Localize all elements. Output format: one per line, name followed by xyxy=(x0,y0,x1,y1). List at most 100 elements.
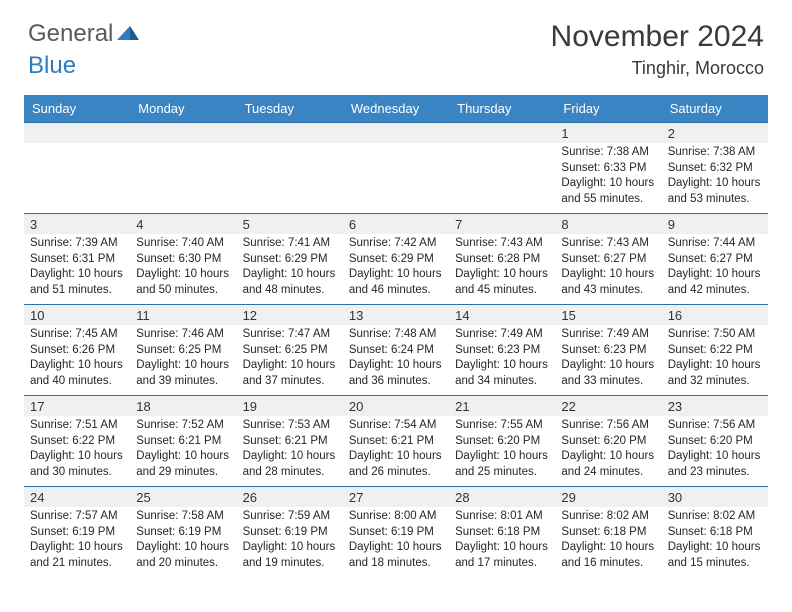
day-number: 18 xyxy=(130,396,236,416)
sunrise-text: Sunrise: 7:48 AM xyxy=(349,327,443,343)
day-cell-body: Sunrise: 7:40 AMSunset: 6:30 PMDaylight:… xyxy=(130,234,236,305)
weekday-header: Tuesday xyxy=(237,95,343,123)
sunset-text: Sunset: 6:30 PM xyxy=(136,252,230,268)
sunrise-text: Sunrise: 8:00 AM xyxy=(349,509,443,525)
sunset-text: Sunset: 6:32 PM xyxy=(668,161,762,177)
daylight-text: Daylight: 10 hours and 18 minutes. xyxy=(349,540,443,571)
sunrise-text: Sunrise: 7:43 AM xyxy=(561,236,655,252)
day-cell-body: Sunrise: 7:56 AMSunset: 6:20 PMDaylight:… xyxy=(662,416,768,487)
day-number: 27 xyxy=(343,487,449,507)
day-cell-body: Sunrise: 7:56 AMSunset: 6:20 PMDaylight:… xyxy=(555,416,661,487)
daylight-text: Daylight: 10 hours and 23 minutes. xyxy=(668,449,762,480)
week-body-row: Sunrise: 7:57 AMSunset: 6:19 PMDaylight:… xyxy=(24,507,768,577)
month-title: November 2024 xyxy=(551,20,764,54)
day-cell-number xyxy=(343,123,449,144)
sunrise-text: Sunrise: 7:45 AM xyxy=(30,327,124,343)
day-cell-body xyxy=(343,143,449,214)
daylight-text: Daylight: 10 hours and 43 minutes. xyxy=(561,267,655,298)
day-cell-number: 11 xyxy=(130,305,236,326)
day-number xyxy=(343,123,449,128)
day-cell-body xyxy=(237,143,343,214)
daylight-text: Daylight: 10 hours and 32 minutes. xyxy=(668,358,762,389)
day-number: 4 xyxy=(130,214,236,234)
day-cell-number: 8 xyxy=(555,214,661,235)
daylight-text: Daylight: 10 hours and 28 minutes. xyxy=(243,449,337,480)
day-cell-body: Sunrise: 7:47 AMSunset: 6:25 PMDaylight:… xyxy=(237,325,343,396)
weekday-header: Saturday xyxy=(662,95,768,123)
day-cell-body: Sunrise: 7:42 AMSunset: 6:29 PMDaylight:… xyxy=(343,234,449,305)
daylight-text: Daylight: 10 hours and 33 minutes. xyxy=(561,358,655,389)
sunrise-text: Sunrise: 7:39 AM xyxy=(30,236,124,252)
daylight-text: Daylight: 10 hours and 46 minutes. xyxy=(349,267,443,298)
sunset-text: Sunset: 6:26 PM xyxy=(30,343,124,359)
day-number xyxy=(24,123,130,128)
day-cell-body: Sunrise: 7:51 AMSunset: 6:22 PMDaylight:… xyxy=(24,416,130,487)
day-cell-number xyxy=(24,123,130,144)
sunset-text: Sunset: 6:27 PM xyxy=(561,252,655,268)
day-cell-number: 16 xyxy=(662,305,768,326)
day-cell-body xyxy=(24,143,130,214)
day-cell-number xyxy=(237,123,343,144)
daylight-text: Daylight: 10 hours and 40 minutes. xyxy=(30,358,124,389)
sunrise-text: Sunrise: 7:55 AM xyxy=(455,418,549,434)
day-number: 10 xyxy=(24,305,130,325)
location-label: Tinghir, Morocco xyxy=(551,58,764,79)
sunrise-text: Sunrise: 7:58 AM xyxy=(136,509,230,525)
sunset-text: Sunset: 6:24 PM xyxy=(349,343,443,359)
sunset-text: Sunset: 6:29 PM xyxy=(349,252,443,268)
day-cell-body: Sunrise: 7:46 AMSunset: 6:25 PMDaylight:… xyxy=(130,325,236,396)
day-cell-body: Sunrise: 7:43 AMSunset: 6:27 PMDaylight:… xyxy=(555,234,661,305)
daylight-text: Daylight: 10 hours and 21 minutes. xyxy=(30,540,124,571)
day-number: 15 xyxy=(555,305,661,325)
sunrise-text: Sunrise: 7:53 AM xyxy=(243,418,337,434)
week-daynum-row: 17181920212223 xyxy=(24,396,768,417)
daylight-text: Daylight: 10 hours and 29 minutes. xyxy=(136,449,230,480)
day-cell-number: 21 xyxy=(449,396,555,417)
week-daynum-row: 10111213141516 xyxy=(24,305,768,326)
day-number: 30 xyxy=(662,487,768,507)
sunset-text: Sunset: 6:20 PM xyxy=(668,434,762,450)
sunrise-text: Sunrise: 7:40 AM xyxy=(136,236,230,252)
day-cell-body: Sunrise: 7:59 AMSunset: 6:19 PMDaylight:… xyxy=(237,507,343,577)
weekday-header: Friday xyxy=(555,95,661,123)
sunset-text: Sunset: 6:23 PM xyxy=(561,343,655,359)
day-cell-body: Sunrise: 7:41 AMSunset: 6:29 PMDaylight:… xyxy=(237,234,343,305)
week-body-row: Sunrise: 7:38 AMSunset: 6:33 PMDaylight:… xyxy=(24,143,768,214)
day-number: 22 xyxy=(555,396,661,416)
day-cell-body: Sunrise: 7:58 AMSunset: 6:19 PMDaylight:… xyxy=(130,507,236,577)
day-number: 6 xyxy=(343,214,449,234)
daylight-text: Daylight: 10 hours and 53 minutes. xyxy=(668,176,762,207)
logo-text-general: General xyxy=(28,20,113,48)
day-number: 3 xyxy=(24,214,130,234)
logo: General xyxy=(28,20,139,48)
sunrise-text: Sunrise: 7:59 AM xyxy=(243,509,337,525)
day-cell-number: 26 xyxy=(237,487,343,508)
sunset-text: Sunset: 6:19 PM xyxy=(349,525,443,541)
logo-triangle-icon xyxy=(117,20,139,48)
sunset-text: Sunset: 6:18 PM xyxy=(455,525,549,541)
day-cell-number: 28 xyxy=(449,487,555,508)
daylight-text: Daylight: 10 hours and 20 minutes. xyxy=(136,540,230,571)
day-number: 19 xyxy=(237,396,343,416)
day-cell-body: Sunrise: 8:02 AMSunset: 6:18 PMDaylight:… xyxy=(555,507,661,577)
sunrise-text: Sunrise: 7:49 AM xyxy=(561,327,655,343)
weekday-header: Monday xyxy=(130,95,236,123)
sunset-text: Sunset: 6:21 PM xyxy=(136,434,230,450)
sunset-text: Sunset: 6:18 PM xyxy=(668,525,762,541)
sunset-text: Sunset: 6:29 PM xyxy=(243,252,337,268)
sunrise-text: Sunrise: 7:38 AM xyxy=(561,145,655,161)
day-cell-number: 2 xyxy=(662,123,768,144)
sunrise-text: Sunrise: 7:54 AM xyxy=(349,418,443,434)
sunrise-text: Sunrise: 7:56 AM xyxy=(561,418,655,434)
day-number: 8 xyxy=(555,214,661,234)
day-number xyxy=(130,123,236,128)
sunset-text: Sunset: 6:23 PM xyxy=(455,343,549,359)
day-cell-body: Sunrise: 7:45 AMSunset: 6:26 PMDaylight:… xyxy=(24,325,130,396)
weekday-header: Thursday xyxy=(449,95,555,123)
sunset-text: Sunset: 6:22 PM xyxy=(668,343,762,359)
day-cell-number: 6 xyxy=(343,214,449,235)
day-cell-number: 22 xyxy=(555,396,661,417)
sunrise-text: Sunrise: 7:52 AM xyxy=(136,418,230,434)
day-cell-body: Sunrise: 7:49 AMSunset: 6:23 PMDaylight:… xyxy=(555,325,661,396)
week-daynum-row: 24252627282930 xyxy=(24,487,768,508)
